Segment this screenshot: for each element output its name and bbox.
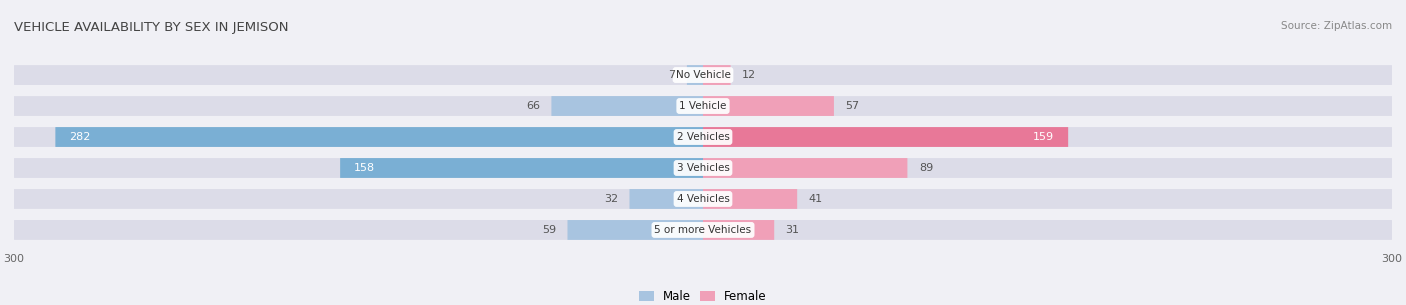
- FancyBboxPatch shape: [340, 158, 703, 178]
- FancyBboxPatch shape: [703, 220, 775, 240]
- FancyBboxPatch shape: [703, 189, 797, 209]
- Text: 66: 66: [526, 101, 540, 111]
- Text: 12: 12: [742, 70, 756, 80]
- FancyBboxPatch shape: [14, 127, 1392, 147]
- Text: 41: 41: [808, 194, 823, 204]
- Text: 159: 159: [1033, 132, 1054, 142]
- Text: 3 Vehicles: 3 Vehicles: [676, 163, 730, 173]
- FancyBboxPatch shape: [568, 220, 703, 240]
- Text: 57: 57: [845, 101, 859, 111]
- FancyBboxPatch shape: [703, 96, 834, 116]
- Text: 158: 158: [354, 163, 375, 173]
- Text: 1 Vehicle: 1 Vehicle: [679, 101, 727, 111]
- Text: 59: 59: [541, 225, 555, 235]
- Text: 31: 31: [786, 225, 800, 235]
- FancyBboxPatch shape: [688, 65, 703, 85]
- FancyBboxPatch shape: [703, 158, 907, 178]
- FancyBboxPatch shape: [14, 189, 1392, 209]
- Text: 32: 32: [605, 194, 619, 204]
- FancyBboxPatch shape: [14, 220, 1392, 240]
- Text: VEHICLE AVAILABILITY BY SEX IN JEMISON: VEHICLE AVAILABILITY BY SEX IN JEMISON: [14, 21, 288, 34]
- Text: Source: ZipAtlas.com: Source: ZipAtlas.com: [1281, 21, 1392, 31]
- FancyBboxPatch shape: [551, 96, 703, 116]
- Text: 89: 89: [920, 163, 934, 173]
- Legend: Male, Female: Male, Female: [636, 287, 770, 305]
- FancyBboxPatch shape: [630, 189, 703, 209]
- Text: 5 or more Vehicles: 5 or more Vehicles: [654, 225, 752, 235]
- FancyBboxPatch shape: [14, 65, 1392, 85]
- FancyBboxPatch shape: [55, 127, 703, 147]
- FancyBboxPatch shape: [14, 158, 1392, 178]
- Text: No Vehicle: No Vehicle: [675, 70, 731, 80]
- Text: 7: 7: [668, 70, 675, 80]
- FancyBboxPatch shape: [14, 96, 1392, 116]
- FancyBboxPatch shape: [703, 127, 1069, 147]
- FancyBboxPatch shape: [703, 65, 731, 85]
- Text: 2 Vehicles: 2 Vehicles: [676, 132, 730, 142]
- Text: 4 Vehicles: 4 Vehicles: [676, 194, 730, 204]
- Text: 282: 282: [69, 132, 90, 142]
